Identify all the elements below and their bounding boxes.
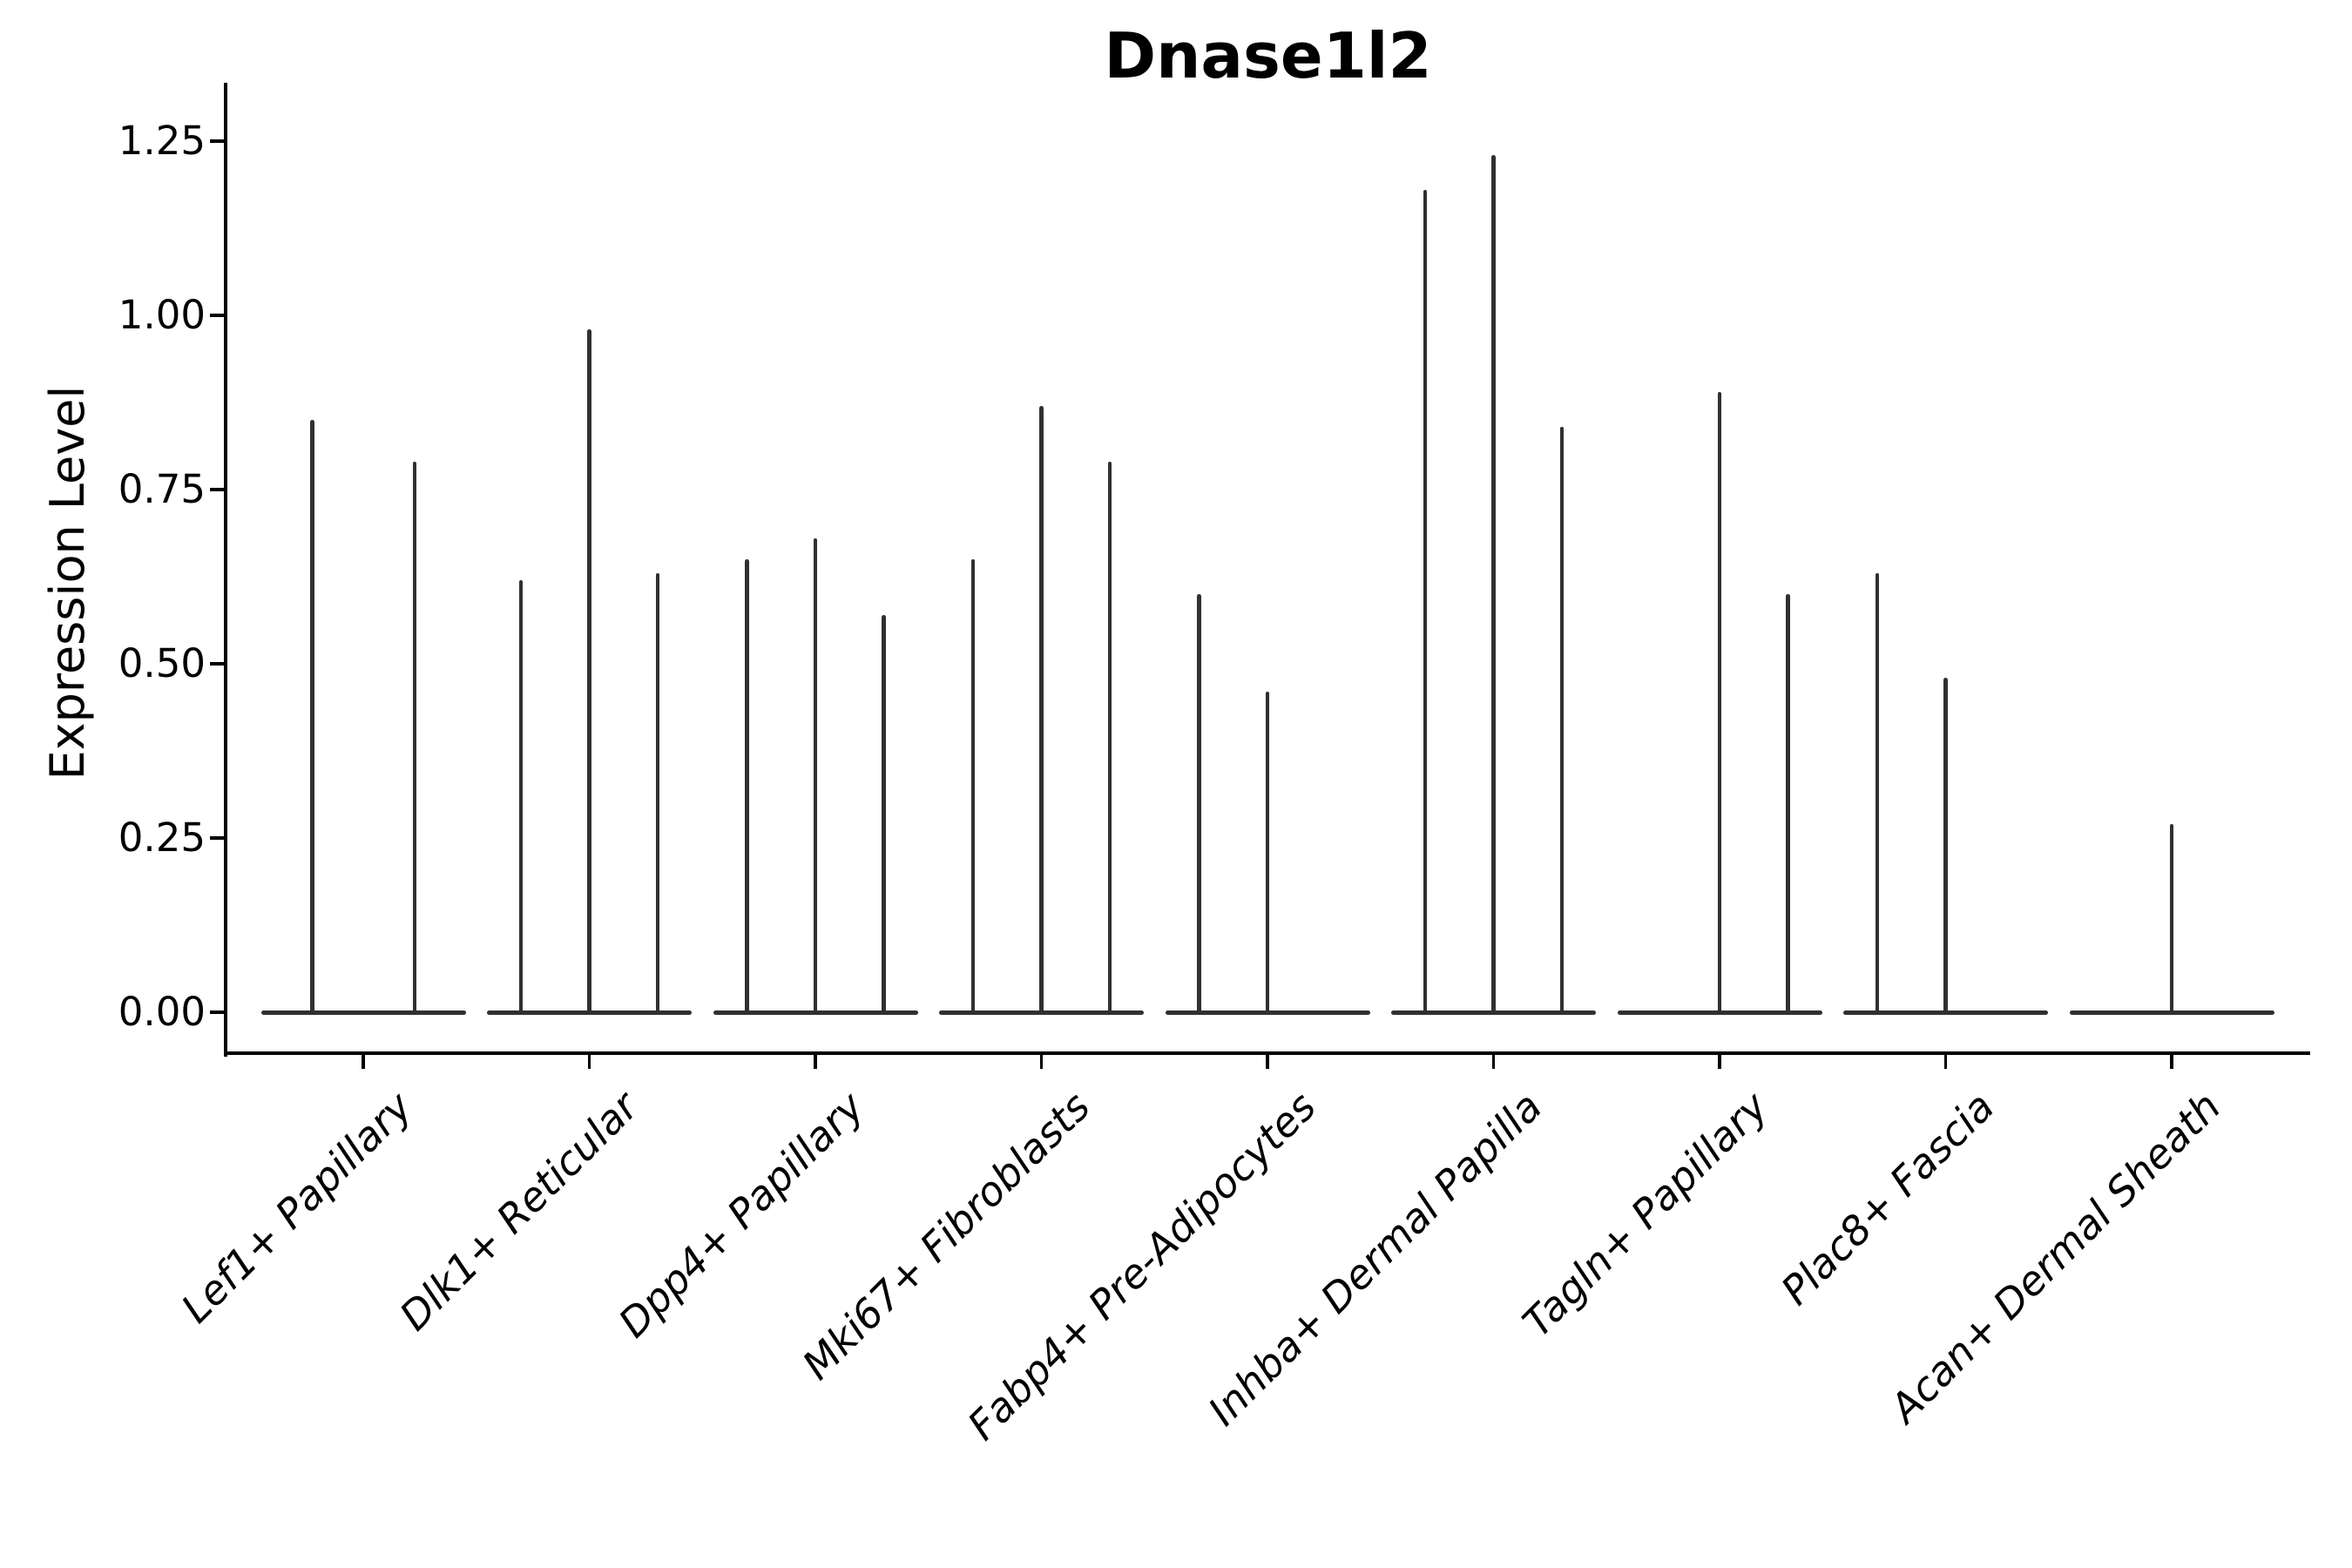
violin-baseline [713,1010,918,1015]
y-tick-mark [210,1010,225,1014]
violin-spike [412,462,416,1012]
violin-baseline [1843,1010,2048,1015]
x-tick-label: Plac8+ Fascia [1772,1083,2004,1315]
violin-spike [1039,406,1044,1012]
violin-spike [745,559,749,1012]
x-tick-label: Tagln+ Papillary [1513,1083,1778,1347]
violin-spike [587,329,591,1012]
violin-spike [310,420,314,1012]
violin-baseline [1165,1010,1370,1015]
x-tick-mark [2170,1054,2173,1069]
x-tick-mark [1039,1054,1044,1069]
violin-spike [813,538,818,1012]
violin-spike [1943,678,1948,1012]
y-tick-label: 0.50 [118,640,206,686]
y-tick-label: 1.25 [118,118,206,164]
violin-spike [2169,824,2174,1012]
violin-spike [1107,462,1112,1012]
y-tick-mark [210,139,225,143]
x-tick-label: Dpp4+ Papillary [609,1083,874,1347]
x-tick-label: Dlk1+ Reticular [390,1083,647,1340]
y-tick-label: 1.00 [118,292,206,338]
x-tick-label: Lef1+ Papillary [172,1083,422,1332]
violin-spike [1491,155,1496,1012]
y-tick-mark [210,662,225,666]
violin-spike [882,615,886,1012]
violin-baseline [2069,1010,2274,1015]
y-tick-label: 0.25 [118,814,206,861]
y-tick-mark [210,836,225,840]
violin-spike [655,573,660,1012]
violin-spike [1197,594,1201,1012]
violin-spike [518,580,524,1012]
x-tick-mark [814,1054,817,1069]
violin-baseline [1617,1010,1822,1015]
x-tick-mark [1943,1054,1948,1069]
violin-spike [1786,594,1790,1012]
x-tick-mark [1491,1054,1496,1069]
chart-title: Dnase1l2 [1104,19,1432,92]
x-tick-mark [1266,1054,1269,1069]
y-tick-label: 0.00 [118,989,206,1035]
x-tick-mark [1718,1054,1721,1069]
violin-spike [970,559,976,1012]
violin-baseline [260,1010,466,1015]
violin-spike [1559,427,1565,1012]
y-tick-label: 0.75 [118,466,206,512]
x-tick-mark [587,1054,591,1069]
violin-spike [1717,392,1722,1012]
violin-spike [1423,190,1428,1012]
violin-baseline [1391,1010,1596,1015]
x-axis-spine [224,1051,2310,1055]
y-tick-mark [210,314,225,317]
violin-spike [1875,573,1880,1012]
y-tick-mark [210,488,225,491]
violin-baseline [487,1010,692,1015]
violin-spike [1265,692,1270,1012]
violin-baseline [939,1010,1144,1015]
y-axis-spine [224,83,227,1057]
x-tick-mark [362,1054,365,1069]
